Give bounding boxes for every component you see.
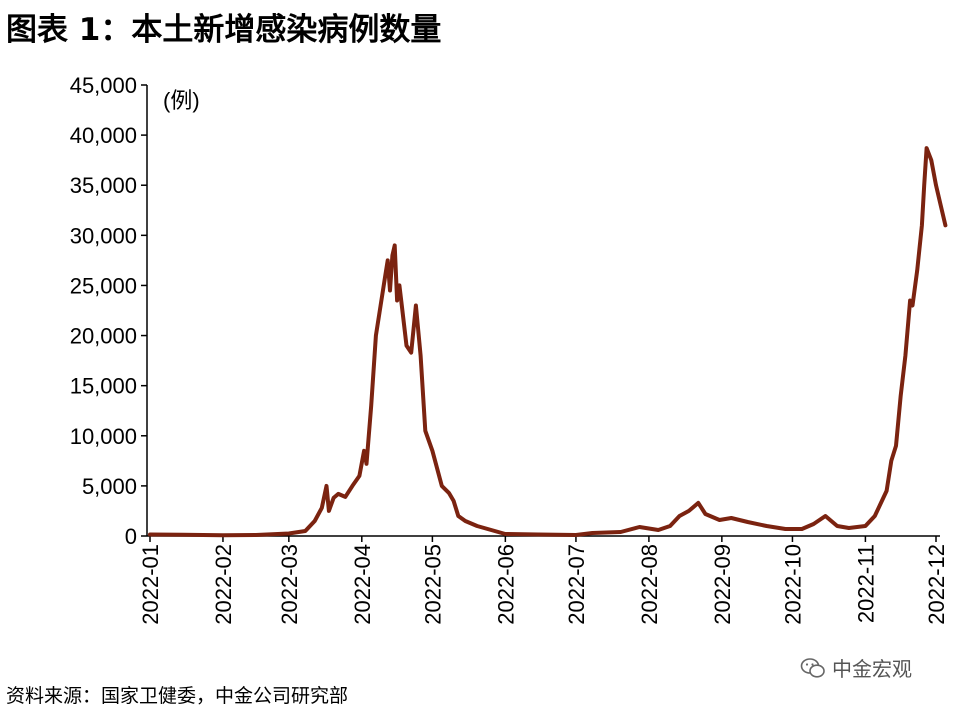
x-tick-label: 2022-09 <box>710 544 735 625</box>
y-tick-label: 15,000 <box>70 374 137 399</box>
chart-title: 图表 1：本土新增感染病例数量 <box>6 12 442 48</box>
x-tick-label: 2022-12 <box>924 544 949 625</box>
y-tick-label: 0 <box>125 524 137 549</box>
y-axis-unit-label: (例) <box>163 88 200 113</box>
x-tick-label: 2022-11 <box>853 544 878 623</box>
x-tick-label: 2022-06 <box>493 544 518 625</box>
x-tick-label: 2022-10 <box>780 544 805 625</box>
watermark-text: 中金宏观 <box>832 657 912 681</box>
x-tick-label: 2022-02 <box>211 544 236 625</box>
wechat-icon <box>800 657 825 678</box>
y-tick-label: 35,000 <box>70 173 137 198</box>
y-tick-label: 25,000 <box>70 273 137 298</box>
x-tick-label: 2022-01 <box>138 544 163 625</box>
x-axis: 2022-01 2022-02 2022-03 2022-04 2022-05 2022-… <box>138 535 949 625</box>
watermark: 中金宏观 <box>800 653 912 682</box>
x-tick-label: 2022-03 <box>277 544 302 625</box>
x-tick-label: 2022-07 <box>564 544 589 625</box>
y-tick-label: 45,000 <box>70 73 137 98</box>
y-tick-label: 30,000 <box>70 223 137 248</box>
y-tick-label: 40,000 <box>70 123 137 148</box>
y-tick-label: 20,000 <box>70 324 137 349</box>
y-tick-label: 10,000 <box>70 424 137 449</box>
y-tick-label: 5,000 <box>82 474 137 499</box>
x-tick-label: 2022-05 <box>420 544 445 625</box>
source-note: 资料来源：国家卫健委，中金公司研究部 <box>6 685 349 707</box>
x-tick-label: 2022-08 <box>637 544 662 625</box>
series-layer <box>148 146 948 538</box>
series-line <box>148 146 948 538</box>
y-axis: 0 5,000 10,000 15,000 20,000 25,000 30,000 35,0… <box>70 73 148 549</box>
x-tick-label: 2022-04 <box>350 544 375 625</box>
